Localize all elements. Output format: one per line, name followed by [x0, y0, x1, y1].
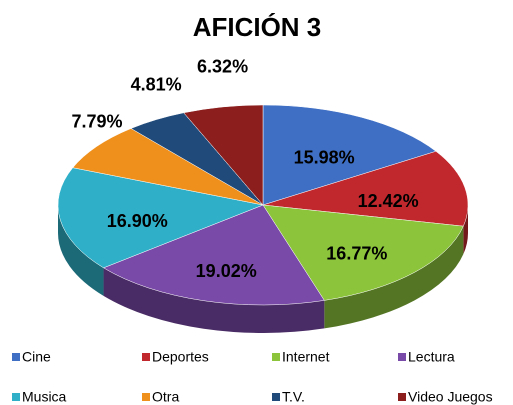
legend-label: Musica [22, 389, 67, 405]
data-label: 15.98% [294, 147, 355, 167]
data-label: 7.79% [71, 112, 122, 132]
data-label: 12.42% [358, 191, 419, 211]
legend-swatch [398, 353, 406, 361]
legend-label: Cine [22, 349, 51, 365]
data-label: 4.81% [131, 74, 182, 94]
legend-swatch [12, 393, 20, 401]
slice [57, 167, 264, 269]
legend-swatch [142, 393, 150, 401]
slice-side [324, 226, 464, 329]
slice [262, 204, 464, 301]
data-label: 16.77% [326, 244, 387, 264]
legend-label: Otra [152, 389, 179, 405]
legend-label: Internet [282, 349, 330, 365]
slice [262, 151, 469, 227]
legend-label: Video Juegos [408, 389, 493, 405]
legend-label: Deportes [152, 349, 209, 365]
slice [72, 128, 264, 206]
legend-label: T.V. [282, 389, 305, 405]
data-label: 19.02% [196, 261, 257, 281]
legend-swatch [142, 353, 150, 361]
data-label: 16.90% [107, 211, 168, 231]
slice [102, 204, 325, 306]
slice-side [58, 205, 104, 296]
legend-swatch [398, 393, 406, 401]
legend-swatch [272, 353, 280, 361]
slice-side [103, 267, 325, 334]
legend-swatch [272, 393, 280, 401]
legend-label: Lectura [408, 349, 455, 365]
slice [183, 104, 264, 206]
data-label: 6.32% [197, 56, 248, 76]
chart-title: AFICIÓN 3 [193, 12, 322, 42]
slice [262, 104, 437, 206]
legend-swatch [12, 353, 20, 361]
slice-side [463, 205, 468, 255]
